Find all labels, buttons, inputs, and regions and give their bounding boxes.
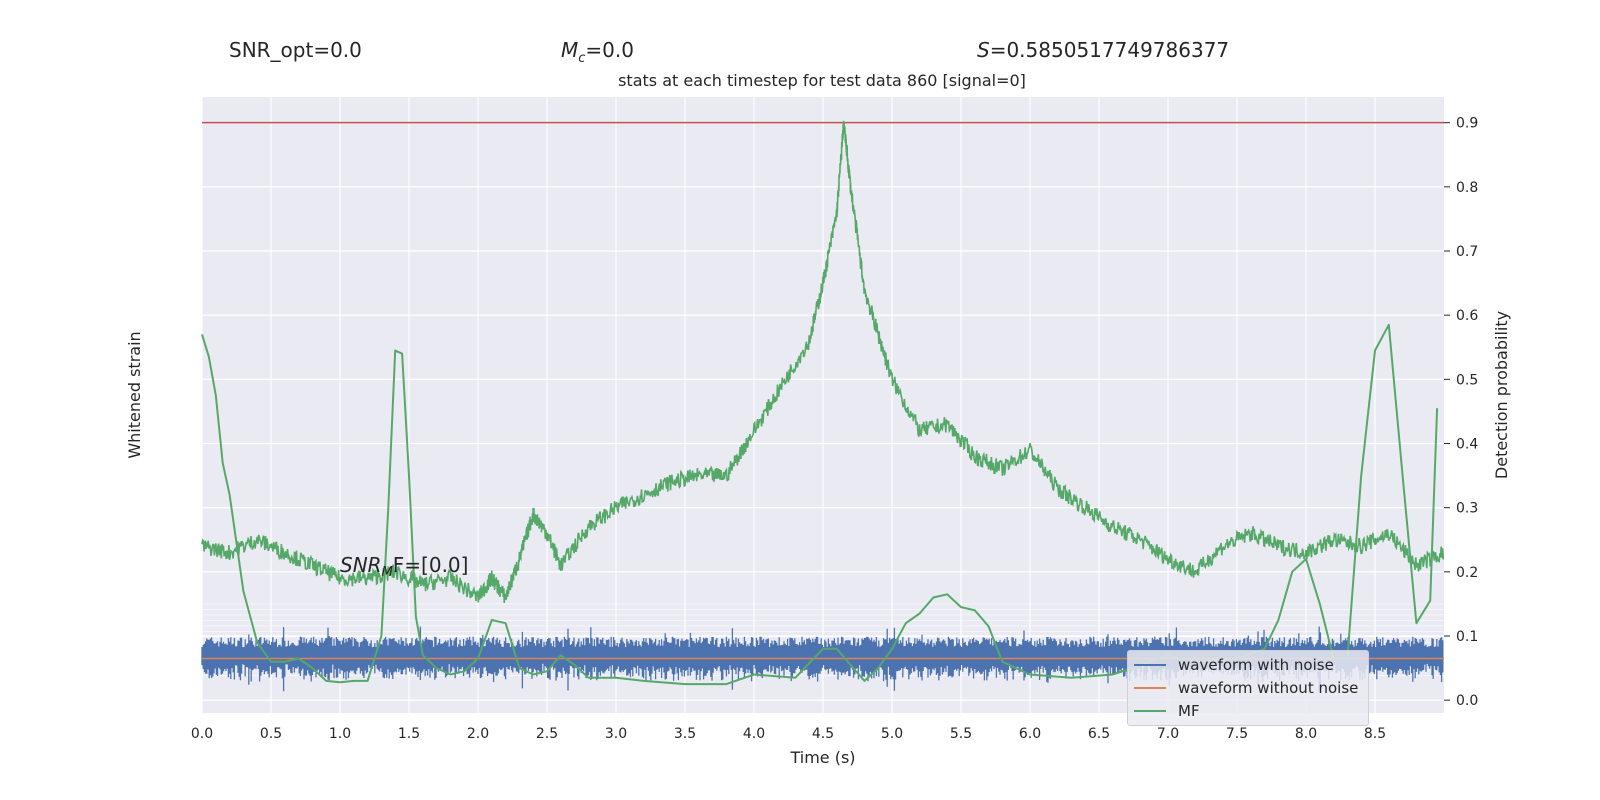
y-tick-label: 0.9 — [1456, 116, 1478, 132]
x-tick-label: 7.5 — [1226, 726, 1248, 742]
y-tick-label: 0.1 — [1456, 629, 1478, 645]
legend-label-mf: MF — [1178, 702, 1200, 720]
x-axis-label: Time (s) — [789, 748, 855, 767]
score-label: S=0.5850517749786377 — [977, 38, 1229, 62]
y-tick-label: 0.0 — [1456, 693, 1478, 709]
x-tick-label: 1.0 — [329, 726, 351, 742]
x-tick-label: 0.0 — [191, 726, 213, 742]
legend-label-noise: waveform with noise — [1178, 656, 1334, 674]
y-tick-label: 0.8 — [1456, 180, 1478, 196]
legend-label-clean: waveform without noise — [1178, 679, 1359, 697]
snr-mf-pre: SNR — [340, 553, 382, 577]
chirp-mass-subscript: c — [578, 51, 586, 66]
score-symbol: S — [977, 38, 990, 62]
x-tick-label: 3.0 — [605, 726, 627, 742]
chirp-mass-label: Mc=0.0 — [561, 38, 634, 66]
x-tick-label: 1.5 — [398, 726, 420, 742]
y-axis-label-right: Detection probability — [1492, 311, 1511, 479]
snr-mf-annotation: SNRMF=[0.0] — [340, 553, 468, 580]
y-tick-label: 0.4 — [1456, 437, 1478, 453]
chirp-mass-value: =0.0 — [585, 38, 634, 62]
y-axis-label-left: Whitened strain — [125, 331, 144, 458]
y-tick-label: 0.7 — [1456, 244, 1478, 260]
snr-mf-post: F=[0.0] — [393, 553, 469, 577]
axes: 0.0 0.5 1.0 1.5 2.0 2.5 3.0 3.5 4.0 4.5 5.0 5.5 6.0 6… — [191, 116, 1478, 742]
x-tick-label: 8.5 — [1364, 726, 1386, 742]
snr-opt-label: SNR_opt=0.0 — [229, 38, 362, 62]
x-tick-label: 6.5 — [1088, 726, 1110, 742]
y-tick-label: 0.6 — [1456, 308, 1478, 324]
chart-title: stats at each timestep for test data 860… — [618, 71, 1026, 90]
x-tick-label: 0.5 — [260, 726, 282, 742]
score-value: =0.5850517749786377 — [989, 38, 1230, 62]
x-tick-label: 4.0 — [743, 726, 765, 742]
y-tick-label: 0.3 — [1456, 501, 1478, 517]
x-tick-label: 3.5 — [674, 726, 696, 742]
legend-swatch-noise — [1134, 664, 1166, 666]
legend-item-clean: waveform without noise — [1134, 678, 1358, 698]
legend: waveform with noise waveform without noi… — [1127, 650, 1369, 726]
x-tick-label: 7.0 — [1157, 726, 1179, 742]
chirp-mass-symbol: M — [561, 38, 579, 62]
x-tick-label: 8.0 — [1295, 726, 1317, 742]
x-tick-label: 6.0 — [1019, 726, 1041, 742]
y-tick-label: 0.5 — [1456, 372, 1478, 388]
mf-series-line — [201, 323, 1439, 686]
snr-mf-sub: M — [382, 565, 393, 580]
detection-probability-line — [201, 120, 1445, 603]
legend-swatch-mf — [1134, 710, 1166, 712]
x-tick-label: 4.5 — [812, 726, 834, 742]
legend-item-mf: MF — [1134, 701, 1200, 721]
x-tick-label: 5.0 — [881, 726, 903, 742]
x-tick-label: 5.5 — [950, 726, 972, 742]
legend-swatch-clean — [1134, 687, 1166, 689]
x-tick-label: 2.5 — [536, 726, 558, 742]
legend-item-noise: waveform with noise — [1134, 655, 1334, 675]
x-tick-label: 2.0 — [467, 726, 489, 742]
y-tick-label: 0.2 — [1456, 565, 1478, 581]
